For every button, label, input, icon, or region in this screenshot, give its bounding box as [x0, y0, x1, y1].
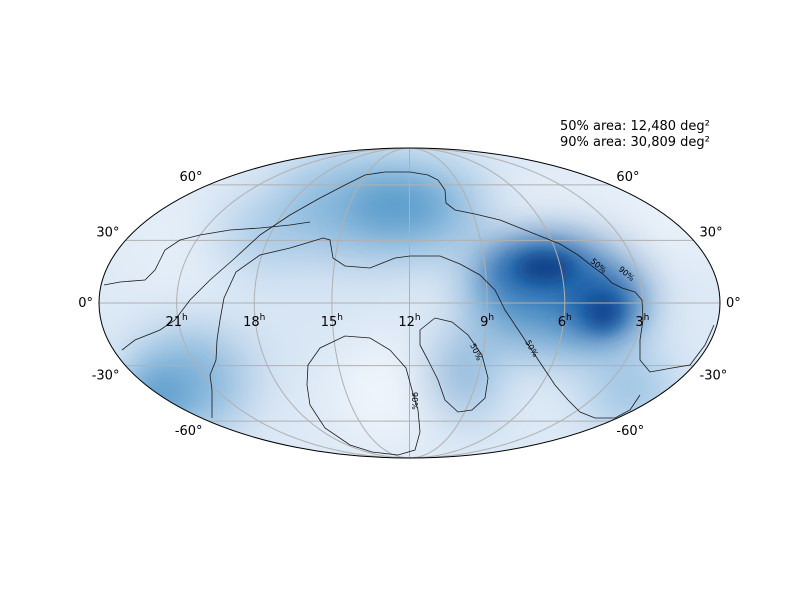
area-90-text: 90% area: 30,809 deg² [560, 135, 710, 150]
dec-tick-label-left: 0° [78, 296, 93, 311]
map-boundary [98, 147, 721, 459]
contours [103, 171, 715, 456]
ra-tick-label: 9h [480, 313, 494, 330]
contour-90-main [121, 171, 715, 373]
ra-tick-label: 12h [398, 313, 420, 330]
contour-50-small [419, 317, 489, 413]
ra-tick-label: 3h [635, 313, 649, 330]
meridian-line [331, 148, 410, 458]
meridian-line [253, 148, 410, 458]
contour-90-left [103, 221, 311, 286]
contour-50-main [209, 237, 641, 419]
contour-90-south [306, 335, 421, 456]
meridian-line [409, 148, 566, 458]
dec-tick-label-right: -60° [616, 424, 644, 439]
ra-tick-label: 18h [243, 313, 265, 330]
dec-tick-label-left: 60° [180, 170, 203, 185]
contour-label-90: 90% [410, 392, 419, 410]
dec-tick-label-right: 0° [726, 296, 741, 311]
axis-labels: 21h 18h 15h 12h 9h 6h 3h 60° 60° 30° 30° 0° 0° -30° -3… [78, 170, 741, 439]
meridian-line [176, 148, 410, 458]
dec-tick-label-left: -60° [175, 424, 203, 439]
dec-tick-label-right: -30° [700, 369, 728, 384]
ra-tick-label: 21h [165, 313, 187, 330]
area-50-text: 50% area: 12,480 deg² [560, 119, 710, 134]
dec-tick-label-right: 30° [700, 225, 723, 240]
ra-tick-label: 6h [558, 313, 572, 330]
dec-tick-label-left: -30° [92, 369, 120, 384]
dec-tick-label-right: 60° [616, 170, 639, 185]
meridian-line [409, 148, 488, 458]
ra-tick-label: 15h [321, 313, 343, 330]
dec-tick-label-left: 30° [96, 225, 119, 240]
